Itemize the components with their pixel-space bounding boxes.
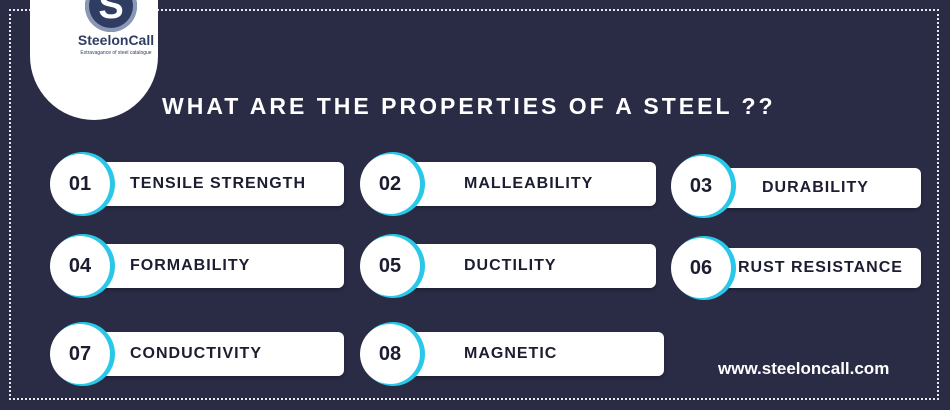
property-label: TENSILE STRENGTH — [130, 175, 307, 192]
property-number: 01 — [50, 154, 110, 214]
property-label: DURABILITY — [762, 179, 869, 196]
dotted-border-frame — [9, 9, 939, 400]
logo-badge: S SteelonCall Extravagance of steel cata… — [30, 0, 158, 120]
property-pill — [78, 244, 344, 288]
property-pill — [388, 162, 656, 206]
property-pill — [78, 162, 344, 206]
property-number: 03 — [671, 156, 731, 216]
property-label: DUCTILITY — [464, 257, 557, 274]
page-title: WHAT ARE THE PROPERTIES OF A STEEL ?? — [162, 93, 776, 119]
property-pill — [699, 168, 921, 208]
property-number: 07 — [50, 324, 110, 384]
property-number: 05 — [360, 236, 420, 296]
property-number: 06 — [671, 238, 731, 298]
property-label: MAGNETIC — [464, 345, 558, 362]
logo-tagline: Extravagance of steel catalogue — [80, 50, 152, 56]
website-link[interactable]: www.steeloncall.com — [718, 359, 890, 378]
property-pill — [388, 244, 656, 288]
property-label: RUST RESISTANCE — [738, 259, 903, 276]
property-pill — [699, 248, 921, 288]
property-label: FORMABILITY — [130, 257, 251, 274]
property-pill — [78, 332, 344, 376]
property-number: 08 — [360, 324, 420, 384]
steeloncall-logo-icon: S — [85, 0, 137, 32]
property-number: 04 — [50, 236, 110, 296]
property-number: 02 — [360, 154, 420, 214]
property-label: CONDUCTIVITY — [130, 345, 262, 362]
property-label: MALLEABILITY — [464, 175, 594, 192]
property-pill — [388, 332, 664, 376]
logo-name: SteelonCall — [77, 32, 155, 48]
